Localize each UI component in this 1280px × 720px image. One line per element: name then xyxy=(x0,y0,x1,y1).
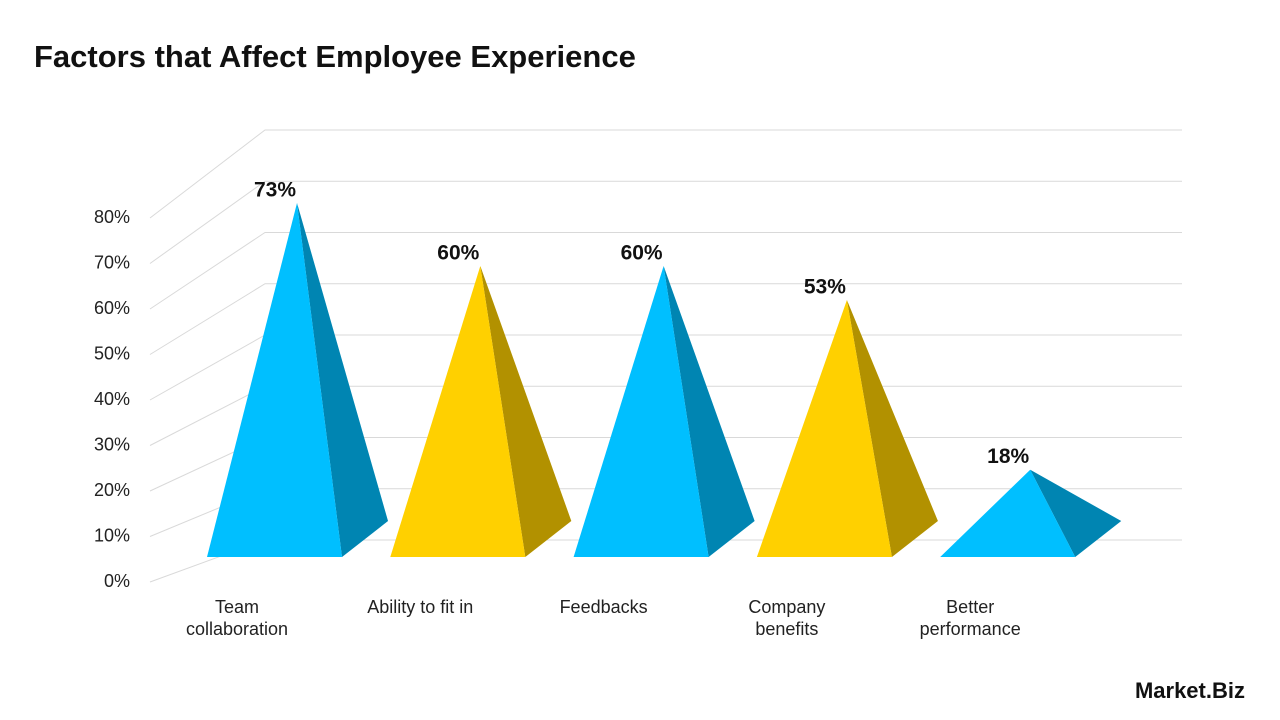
pyramid xyxy=(573,266,755,557)
y-tick-label: 50% xyxy=(94,343,130,363)
brand: Market.Biz xyxy=(1135,678,1245,703)
grid-line xyxy=(149,283,1182,355)
pyramid-face xyxy=(480,266,572,557)
pyramid-face xyxy=(480,266,572,557)
grid-line xyxy=(149,232,1182,310)
pyramid-face xyxy=(573,266,709,557)
x-tick-label: Team collaboration xyxy=(185,597,289,639)
pyramid-face xyxy=(207,202,342,557)
y-tick-label: 70% xyxy=(94,252,130,272)
pyramid-face xyxy=(663,266,755,557)
value-label: 53% xyxy=(804,275,846,298)
value-label: 60% xyxy=(621,242,663,265)
pyramid-face xyxy=(297,202,388,557)
grid-line xyxy=(149,180,1182,264)
pyramid-face xyxy=(846,299,938,557)
pyramid xyxy=(756,299,938,557)
pyramid-face xyxy=(940,469,1076,557)
chart-title: Factors that Affect Employee Experience xyxy=(34,39,636,74)
grid-line xyxy=(149,129,1182,219)
x-tick-label: Better performance xyxy=(919,597,1021,639)
pyramid-face xyxy=(663,266,755,557)
y-tick-label: 80% xyxy=(94,207,130,227)
x-tick-label: Ability to fit in xyxy=(367,597,474,617)
pyramid-face xyxy=(390,266,526,557)
value-label: 73% xyxy=(254,178,296,201)
y-tick-label: 20% xyxy=(94,480,130,500)
pyramid xyxy=(207,202,388,557)
x-tick-label: Feedbacks xyxy=(559,597,648,617)
y-tick-label: 10% xyxy=(94,525,130,545)
pyramid xyxy=(940,469,1122,557)
pyramid-face xyxy=(1030,469,1122,557)
pyramid-face xyxy=(297,202,388,557)
y-tick-label: 30% xyxy=(94,434,130,454)
x-tick-label: Company benefits xyxy=(748,597,826,639)
y-tick-label: 60% xyxy=(94,298,130,318)
y-tick-label: 40% xyxy=(94,389,130,409)
pyramid xyxy=(390,266,572,557)
value-label: 60% xyxy=(437,242,479,265)
pyramid-face xyxy=(846,299,938,557)
value-label: 18% xyxy=(987,445,1029,468)
pyramid-face xyxy=(756,299,892,557)
pyramid-face xyxy=(1030,469,1122,557)
y-tick-label: 0% xyxy=(104,571,130,591)
